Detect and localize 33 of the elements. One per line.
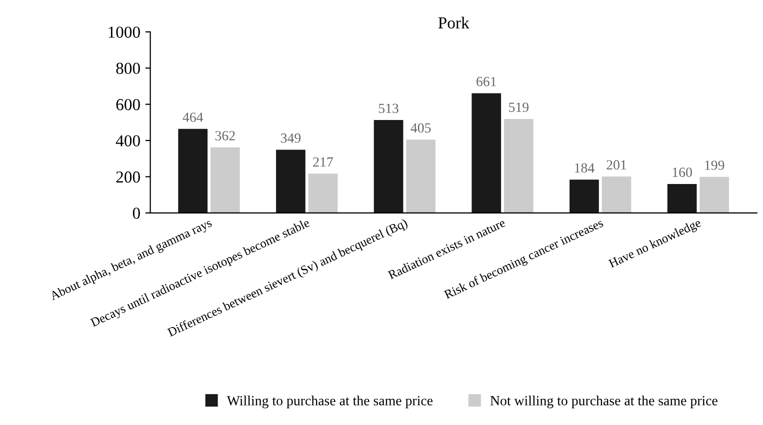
y-tick-label: 200	[116, 171, 140, 183]
y-tick-label: 800	[116, 62, 140, 74]
y-tick-label: 0	[132, 208, 140, 219]
legend-label: Willing to purchase at the same price	[226, 396, 433, 408]
bar	[667, 184, 697, 213]
data-label: 405	[410, 123, 431, 133]
y-tick-label: 600	[116, 98, 140, 110]
bar	[472, 93, 502, 213]
data-label: 513	[378, 104, 398, 114]
bar	[276, 150, 306, 213]
bar	[602, 176, 632, 213]
data-label: 201	[606, 160, 626, 170]
bar	[210, 147, 240, 213]
data-label: 362	[215, 131, 235, 140]
bar	[504, 118, 534, 213]
data-label: 349	[280, 133, 301, 143]
data-label: 160	[672, 168, 692, 177]
bar	[700, 176, 730, 213]
data-label: 217	[313, 157, 334, 167]
bar	[374, 120, 404, 213]
bar	[406, 140, 436, 213]
data-label: 199	[705, 160, 724, 170]
y-tick-label: 400	[116, 135, 140, 146]
bar	[178, 128, 208, 213]
chart-title: Pork	[438, 16, 470, 28]
data-label: 184	[575, 163, 594, 173]
data-label: 519	[509, 102, 529, 112]
bar	[570, 180, 599, 213]
data-label: 464	[182, 112, 204, 122]
y-tick-label: 1000	[108, 26, 140, 38]
bar	[308, 174, 338, 213]
data-label: 661	[476, 76, 496, 86]
legend-label: Not willing to purchase at the same price	[490, 396, 718, 408]
